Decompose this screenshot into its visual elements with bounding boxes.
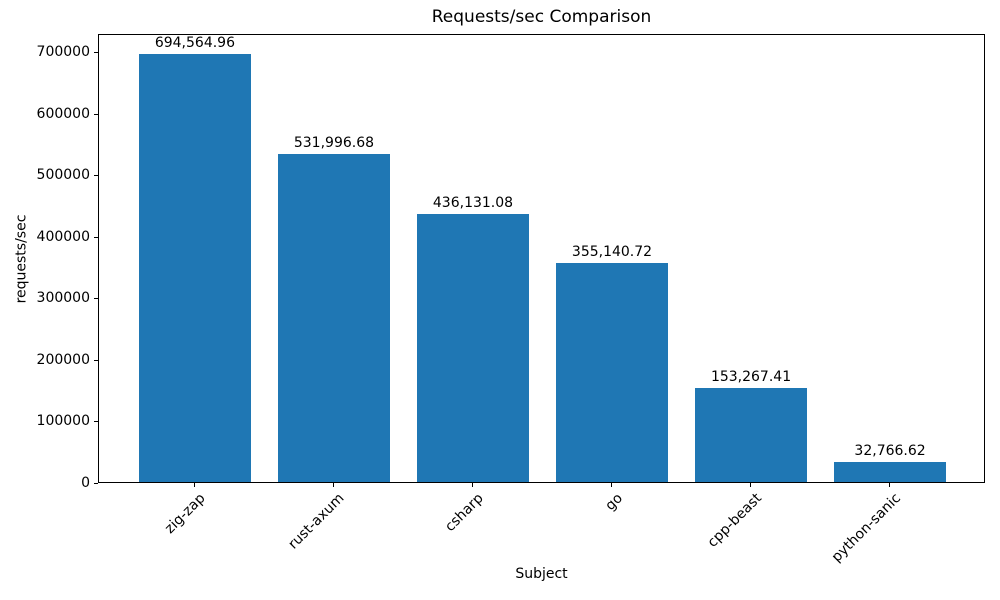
y-tick-label: 100000 (36, 413, 90, 430)
chart-title: Requests/sec Comparison (431, 7, 652, 27)
x-tick-mark (611, 483, 612, 487)
y-tick-label: 500000 (36, 167, 90, 184)
y-tick-label: 600000 (36, 105, 90, 122)
y-tick-mark (94, 483, 98, 484)
x-tick-mark (750, 483, 752, 487)
bar-value-label: 531,996.68 (293, 135, 375, 152)
bar-python-sanic (834, 461, 946, 482)
y-tick-mark (94, 236, 98, 238)
y-tick-mark (94, 298, 98, 300)
y-tick-label: 400000 (36, 228, 90, 245)
y-tick-label: 200000 (36, 351, 90, 368)
x-tick-mark (193, 483, 195, 487)
plot-area: 694,564.96 531,996.68 436,131.08 355,140.72… (98, 34, 985, 483)
y-tick-mark (94, 52, 98, 54)
bar-zig-zap (139, 54, 251, 482)
x-tick-mark (471, 483, 473, 487)
x-tick-label-csharp: csharp (441, 490, 487, 535)
y-tick-mark (94, 113, 98, 115)
y-tick-mark (94, 421, 98, 423)
x-tick-label-zig-zap: zig-zap (161, 490, 209, 537)
bar-value-label: 694,564.96 (154, 35, 236, 52)
y-axis-label: requests/sec (13, 214, 29, 303)
y-tick-mark (94, 359, 98, 361)
bar-cpp-beast (695, 387, 807, 482)
x-tick-mark (332, 483, 334, 487)
bar-go (556, 263, 668, 482)
bar-rust-axum (278, 154, 390, 482)
bar-csharp (417, 213, 529, 482)
y-tick-mark (94, 175, 98, 177)
bar-value-label: 436,131.08 (432, 194, 514, 211)
x-tick-label-python-sanic: python-sanic (828, 490, 904, 566)
bar-value-label: 355,140.72 (571, 244, 653, 261)
x-axis-label: Subject (515, 566, 568, 582)
x-tick-label-rust-axum: rust-axum (285, 490, 348, 553)
bar-value-label: 32,766.62 (854, 442, 926, 459)
x-tick-mark (889, 483, 891, 487)
y-tick-label: 300000 (36, 290, 90, 307)
y-tick-label: 0 (81, 475, 90, 491)
x-tick-label-cpp-beast: cpp-beast (704, 490, 765, 551)
bar-value-label: 153,267.41 (710, 368, 792, 385)
x-tick-label-go: go (601, 490, 626, 514)
y-tick-label: 700000 (36, 44, 90, 61)
